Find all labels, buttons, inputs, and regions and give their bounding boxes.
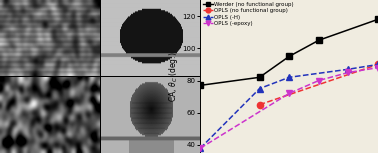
Y-axis label: CA, $\theta_C$ (deg.): CA, $\theta_C$ (deg.)	[167, 51, 180, 102]
Legend: Werder (no functional group), OPLS (no functional group), OPLS (-H), OPLS (-epox: Werder (no functional group), OPLS (no f…	[202, 2, 294, 26]
